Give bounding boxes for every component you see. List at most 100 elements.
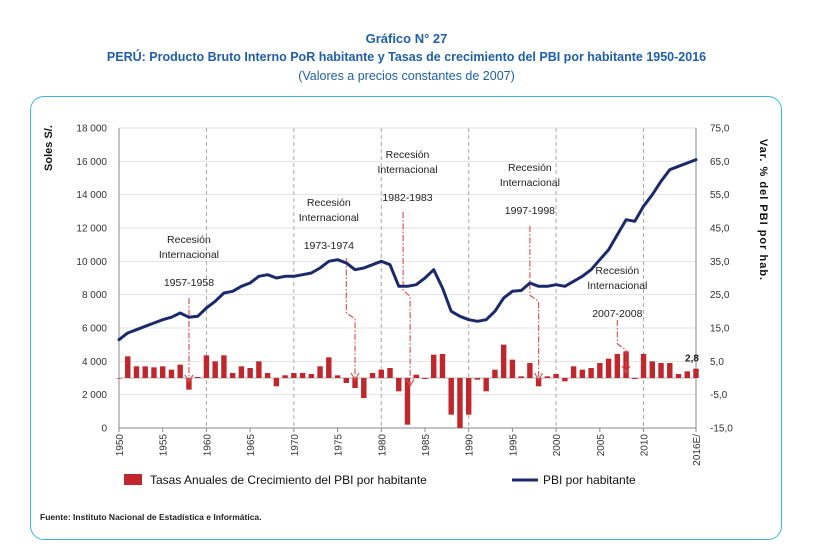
chart-title: PERÚ: Producto Bruto Interno PoR habitan… bbox=[106, 50, 707, 64]
growth-bar bbox=[404, 378, 411, 425]
source-note: Fuente: Instituto Nacional de Estadístic… bbox=[40, 512, 262, 522]
recession-arrowhead bbox=[405, 378, 415, 388]
growth-bar bbox=[369, 373, 376, 378]
growth-bar bbox=[500, 344, 507, 378]
y-tick-left: 2 000 bbox=[82, 390, 107, 401]
y-tick-left: 16 000 bbox=[76, 157, 107, 168]
growth-bar bbox=[431, 354, 437, 378]
y-tick-left: 10 000 bbox=[76, 257, 107, 268]
y-tick-left: 14 000 bbox=[76, 190, 107, 201]
y-axis-title-right: Var. % del PBI por hab. bbox=[757, 139, 769, 281]
recession-arrow bbox=[402, 212, 411, 386]
growth-bar bbox=[133, 366, 140, 378]
recession-label-line1: Recesión bbox=[307, 197, 351, 209]
growth-bar bbox=[361, 378, 367, 398]
recession-arrowhead bbox=[350, 372, 360, 382]
y-tick-right: 45,0 bbox=[710, 224, 730, 235]
y-tick-right: 5,0 bbox=[710, 357, 724, 368]
x-tick-label: 1995 bbox=[508, 434, 519, 457]
growth-bar bbox=[238, 366, 245, 378]
growth-bar bbox=[658, 363, 664, 378]
growth-bar bbox=[509, 359, 516, 378]
recession-label-line1: Recesión bbox=[508, 162, 552, 174]
growth-bar bbox=[605, 358, 612, 378]
growth-bar bbox=[352, 378, 358, 388]
y-tick-right: 75,0 bbox=[710, 124, 730, 135]
growth-bar bbox=[125, 356, 131, 378]
recession-label-years: 1957-1958 bbox=[164, 277, 214, 289]
growth-bar bbox=[378, 369, 384, 378]
x-tick-label: 2005 bbox=[596, 434, 607, 457]
y-tick-right: -15,0 bbox=[710, 424, 733, 435]
recession-label-years: 1997-1998 bbox=[505, 205, 555, 217]
recession-label-years: 2007-2008 bbox=[592, 308, 642, 320]
growth-bar bbox=[448, 378, 454, 415]
growth-bar bbox=[597, 363, 603, 378]
x-tick-label: 1985 bbox=[421, 434, 432, 457]
growth-bar bbox=[247, 368, 253, 378]
growth-bar bbox=[465, 378, 472, 415]
y-tick-right: -5,0 bbox=[710, 390, 728, 401]
growth-bar bbox=[535, 378, 542, 387]
growth-bar bbox=[693, 368, 699, 378]
y-tick-left: 6 000 bbox=[82, 324, 107, 335]
growth-bar bbox=[273, 378, 280, 387]
recession-label-line1: Recesión bbox=[595, 265, 639, 277]
recession-arrowhead bbox=[184, 374, 194, 384]
growth-bar bbox=[343, 378, 350, 383]
growth-bar bbox=[614, 354, 621, 378]
y-tick-right: 55,0 bbox=[710, 190, 730, 201]
growth-bar bbox=[177, 364, 183, 378]
recession-label-line2: Internacional bbox=[159, 249, 219, 261]
growth-bar bbox=[334, 375, 341, 378]
growth-bar bbox=[675, 374, 682, 378]
growth-bar bbox=[194, 377, 201, 378]
growth-bar bbox=[579, 369, 586, 378]
growth-bar bbox=[632, 378, 638, 379]
growth-bar bbox=[483, 378, 489, 392]
gdp-per-capita-line bbox=[117, 158, 698, 342]
recession-arrow bbox=[345, 258, 356, 380]
growth-bar bbox=[308, 374, 315, 378]
growth-bar bbox=[667, 363, 673, 378]
x-tick-label: 1960 bbox=[202, 434, 213, 457]
growth-bar bbox=[544, 376, 551, 378]
x-tick-label: 2016E/ bbox=[692, 434, 703, 466]
x-tick-label: 1950 bbox=[115, 434, 126, 457]
recession-label-line1: Recesión bbox=[167, 234, 211, 246]
recession-label-line2: Internacional bbox=[587, 280, 647, 292]
growth-bar bbox=[457, 378, 463, 428]
x-tick-label: 2000 bbox=[552, 434, 563, 457]
growth-bar bbox=[684, 371, 690, 378]
y-tick-right: 35,0 bbox=[710, 257, 730, 268]
growth-bar bbox=[291, 373, 297, 378]
growth-bar bbox=[221, 355, 227, 378]
growth-bar bbox=[570, 366, 577, 378]
y-tick-left: 0 bbox=[101, 424, 107, 435]
x-tick-label: 1965 bbox=[246, 434, 257, 457]
growth-bar bbox=[326, 357, 332, 378]
y-tick-left: 4 000 bbox=[82, 357, 107, 368]
growth-bar bbox=[422, 378, 428, 379]
x-tick-label: 1975 bbox=[334, 434, 345, 457]
x-tick-label: 1980 bbox=[377, 434, 388, 457]
growth-bar bbox=[186, 378, 192, 390]
growth-bar bbox=[142, 366, 148, 378]
growth-bar bbox=[168, 369, 175, 378]
growth-bar bbox=[649, 361, 655, 378]
x-tick-label: 1990 bbox=[465, 434, 476, 457]
y-axis-title-left: Soles S/. bbox=[43, 125, 55, 171]
growth-bar bbox=[387, 368, 393, 378]
y-tick-right: 65,0 bbox=[710, 157, 730, 168]
recession-label-years: 1982-1983 bbox=[382, 192, 432, 204]
recession-label-line2: Internacional bbox=[500, 177, 560, 189]
growth-bar bbox=[256, 361, 262, 378]
legend-label-line: PBI por habitante bbox=[543, 473, 636, 487]
last-value-label: 2,8 bbox=[685, 354, 699, 365]
recession-arrowhead bbox=[534, 372, 544, 382]
growth-bar bbox=[396, 378, 402, 392]
chart-subtitle: (Valores a precios constantes de 2007) bbox=[298, 69, 515, 83]
y-tick-left: 12 000 bbox=[76, 224, 107, 235]
recession-label-line1: Recesión bbox=[386, 149, 430, 161]
